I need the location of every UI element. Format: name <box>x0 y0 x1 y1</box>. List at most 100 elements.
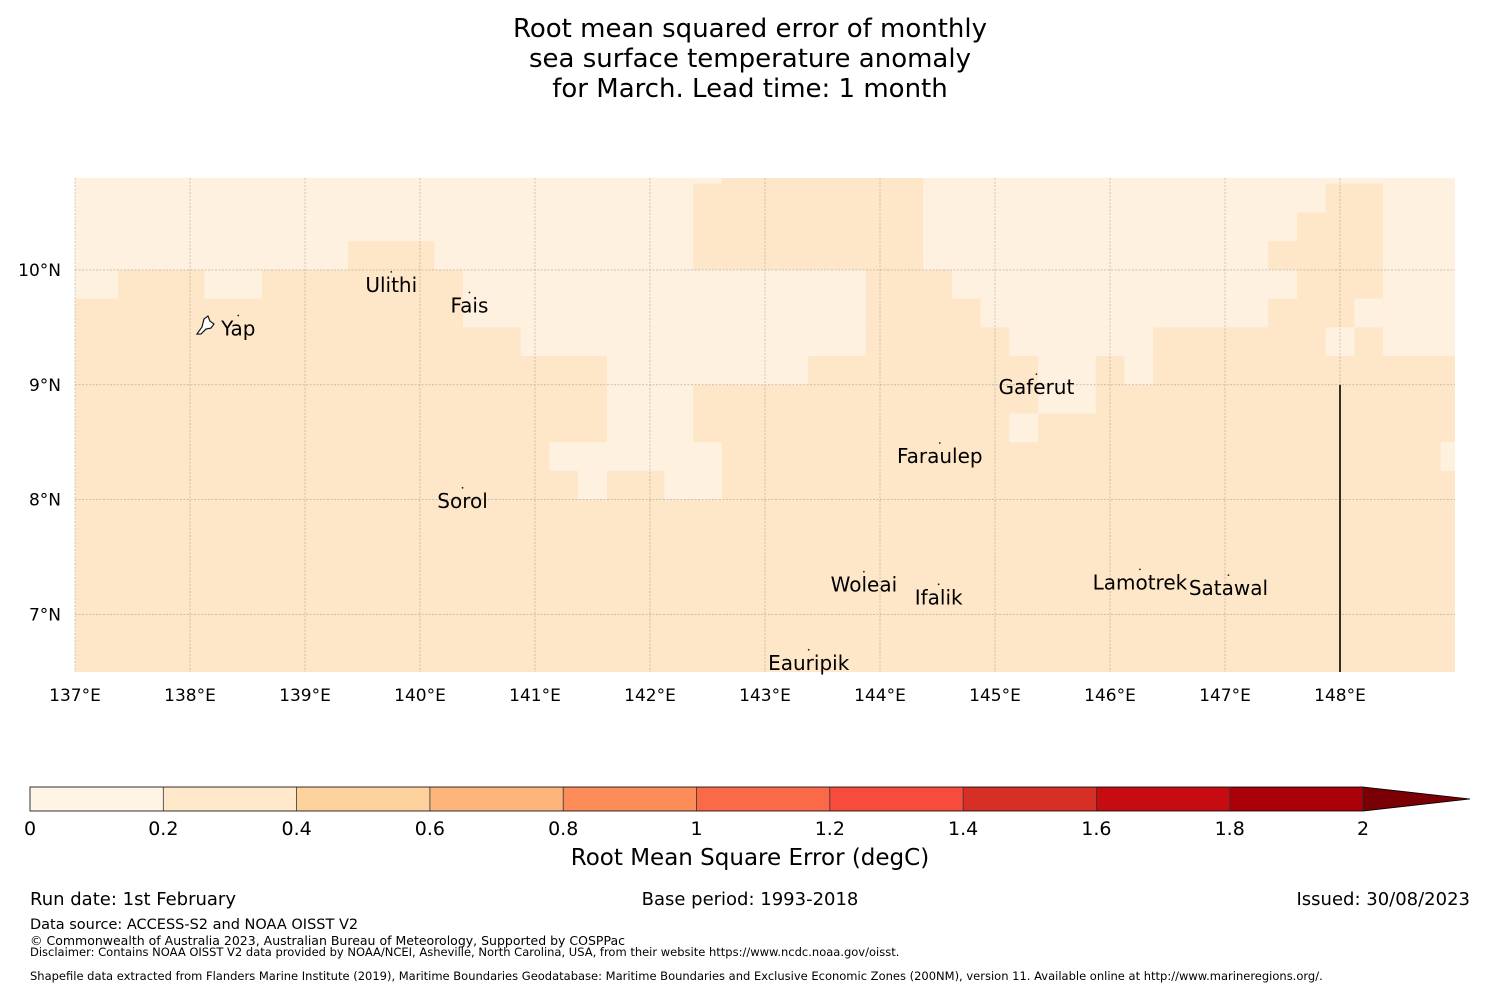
map-cell-mid <box>894 178 924 184</box>
place-labels: Ulithi Fais Yap Gaferut Faraulep Sorol Woleai I… <box>195 270 1268 675</box>
lon-tick-label: 140°E <box>394 686 446 706</box>
map-cell-low <box>1325 327 1355 357</box>
lon-tick-label: 148°E <box>1314 686 1366 706</box>
island-marker <box>461 486 464 489</box>
colorbar-segment <box>429 787 564 811</box>
colorbar-segment <box>963 787 1097 811</box>
shapefile-note: Shapefile data extracted from Flanders M… <box>30 969 1323 983</box>
colorbar-tick-label: 1.8 <box>1215 818 1245 840</box>
place-label-satawal: Satawal <box>1189 576 1268 600</box>
map-cell-low <box>606 356 809 385</box>
island-marker <box>1035 373 1038 375</box>
lat-tick-label: 9°N <box>29 376 61 396</box>
colorbar-segment <box>563 787 697 811</box>
colorbar-tick-label: 1.4 <box>948 818 978 840</box>
map-cell-low <box>1354 298 1384 328</box>
lon-tick-label: 144°E <box>854 686 906 706</box>
lon-axis: 137°E 138°E 139°E 140°E 141°E 142°E 143°E 144°E… <box>49 686 1366 706</box>
map-cell-low <box>951 269 1297 299</box>
island-marker <box>863 570 865 573</box>
data-source: Data source: ACCESS-S2 and NOAA OISST V2 <box>30 917 359 933</box>
lon-tick-label: 145°E <box>969 686 1021 706</box>
colorbar-tick-label: 1.6 <box>1081 818 1111 840</box>
issued-date: Issued: 30/08/2023 <box>1296 889 1470 910</box>
map-cell-low <box>1383 269 1455 357</box>
place-label-ulithi: Ulithi <box>365 273 417 297</box>
colorbar-tick-label: 2 <box>1357 818 1369 840</box>
island-marker <box>1227 574 1230 577</box>
colorbar-tick-label: 0.4 <box>281 818 311 840</box>
lon-tick-label: 139°E <box>279 686 331 706</box>
map-cell-low <box>463 269 866 328</box>
copyright-note: © Commonwealth of Australia 2023, Austra… <box>30 933 625 948</box>
colorbar-segment <box>30 787 164 811</box>
island-marker <box>390 270 393 273</box>
lon-tick-label: 141°E <box>509 686 561 706</box>
colorbar: 0 0.2 0.4 0.6 0.8 1 1.2 1.4 1.6 1.8 2 <box>24 786 1471 840</box>
colorbar-segment <box>829 787 964 811</box>
lon-tick-label: 143°E <box>739 686 791 706</box>
lon-tick-label: 138°E <box>164 686 216 706</box>
disclaimer-note: Disclaimer: Contains NOAA OISST V2 data … <box>30 945 900 959</box>
colorbar-segment <box>1229 787 1363 811</box>
colorbar-tick-label: 1.2 <box>815 818 845 840</box>
island-marker <box>807 648 810 651</box>
map-cell-low <box>520 327 866 357</box>
place-label-sorol: Sorol <box>437 489 488 513</box>
colorbar-extend-arrow <box>1362 786 1471 812</box>
lon-tick-label: 147°E <box>1199 686 1251 706</box>
place-label-fais: Fais <box>450 294 488 318</box>
island-marker <box>237 314 240 317</box>
lon-tick-label: 146°E <box>1084 686 1136 706</box>
colorbar-title: Root Mean Square Error (degC) <box>570 845 930 871</box>
title-line-1: Root mean squared error of monthly <box>512 14 988 44</box>
map-cell-low <box>1038 356 1096 385</box>
yap-island-shape <box>195 315 215 335</box>
island-marker <box>468 291 471 294</box>
title-line-3: for March. Lead time: 1 month <box>552 74 948 104</box>
map-cell-low <box>578 470 607 500</box>
colorbar-segment <box>296 787 430 811</box>
title-line-2: sea surface temperature anomaly <box>529 44 971 74</box>
base-period: Base period: 1993-2018 <box>641 889 859 910</box>
colorbar-segment <box>1096 787 1230 811</box>
island-marker <box>1139 568 1141 571</box>
lat-tick-label: 7°N <box>29 606 61 626</box>
map-cell-mid <box>721 178 924 270</box>
place-label-lamotrek: Lamotrek <box>1093 570 1188 594</box>
map-cell-low <box>1124 356 1154 385</box>
chart-title: Root mean squared error of monthly sea s… <box>0 14 1500 104</box>
place-label-eauripik: Eauripik <box>768 651 850 675</box>
lon-tick-label: 142°E <box>624 686 676 706</box>
map-cell-low <box>75 269 119 299</box>
place-label-woleai: Woleai <box>831 573 898 597</box>
map-cell-mid <box>1325 183 1384 270</box>
run-date: Run date: 1st February <box>30 889 236 910</box>
map-cell-mid <box>693 183 722 270</box>
colorbar-tick-label: 0 <box>24 818 36 840</box>
lat-axis: 10°N 9°N 8°N 7°N <box>18 261 61 626</box>
map-cell-low <box>1440 442 1455 471</box>
colorbar-tick-label: 0.8 <box>548 818 578 840</box>
map-cell-mid <box>348 241 435 270</box>
map-cell-low <box>1009 413 1039 443</box>
place-label-ifalik: Ifalik <box>915 585 963 609</box>
colorbar-tick-label: 0.6 <box>415 818 445 840</box>
place-label-yap: Yap <box>220 316 255 340</box>
map-cell-low <box>664 442 722 500</box>
colorbar-tick-label: 0.2 <box>148 818 178 840</box>
lat-tick-label: 8°N <box>29 491 61 511</box>
island-marker <box>937 583 940 586</box>
map-cell-mid <box>894 183 924 270</box>
colorbar-segment <box>696 787 830 811</box>
place-label-faraulep: Faraulep <box>897 444 983 468</box>
island-marker <box>938 442 941 444</box>
map-cell-low <box>204 269 262 299</box>
map-cell-mid <box>1268 241 1297 270</box>
colorbar-tick-label: 1 <box>690 818 702 840</box>
map-cell-mid <box>1296 212 1326 270</box>
map-cell-low <box>980 298 1269 328</box>
colorbar-segment <box>163 787 297 811</box>
place-label-gaferut: Gaferut <box>998 375 1074 399</box>
